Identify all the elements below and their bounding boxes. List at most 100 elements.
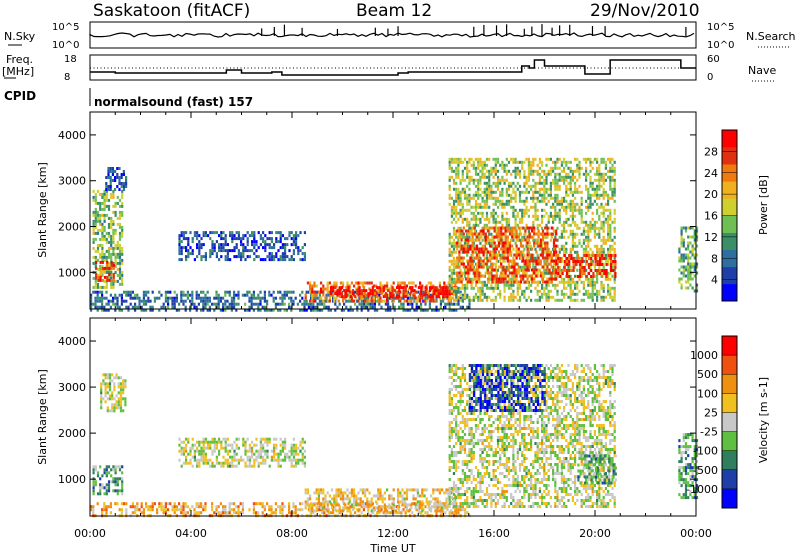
- data-cell: [452, 286, 456, 290]
- data-cell: [565, 175, 568, 179]
- data-cell: [215, 443, 218, 447]
- data-cell: [237, 255, 240, 259]
- data-cell: [522, 238, 525, 242]
- data-cell: [220, 443, 223, 447]
- data-cell: [105, 182, 108, 185]
- data-cell: [491, 277, 494, 281]
- data-cell: [567, 277, 570, 281]
- data-cell: [477, 295, 480, 299]
- data-cell: [598, 272, 602, 275]
- data-cell: [585, 235, 588, 239]
- data-cell: [609, 289, 612, 293]
- data-cell: [107, 225, 111, 229]
- data-cell: [395, 295, 399, 299]
- data-cell: [224, 449, 227, 453]
- data-cell: [560, 163, 563, 167]
- data-cell: [259, 449, 262, 453]
- data-cell: [379, 299, 382, 303]
- data-cell: [541, 169, 544, 173]
- data-cell: [569, 169, 572, 173]
- data-cell: [537, 229, 540, 233]
- data-cell: [110, 240, 113, 244]
- data-cell: [389, 292, 392, 296]
- data-cell: [105, 465, 108, 469]
- data-cell: [151, 308, 154, 312]
- data-cell: [534, 157, 537, 161]
- data-cell: [541, 277, 545, 281]
- data-cell: [101, 299, 104, 303]
- data-cell: [462, 250, 465, 254]
- data-cell: [145, 308, 148, 312]
- data-cell: [569, 214, 572, 218]
- data-cell: [290, 464, 293, 468]
- data-cell: [598, 247, 601, 251]
- data-cell: [479, 193, 482, 197]
- data-cell: [558, 298, 561, 302]
- data-cell: [346, 284, 349, 288]
- data-cell: [467, 277, 470, 281]
- data-cell: [467, 262, 470, 266]
- data-cell: [467, 274, 470, 278]
- data-cell: [523, 184, 526, 188]
- data-cell: [598, 181, 601, 185]
- data-cell: [524, 268, 527, 272]
- data-cell: [204, 296, 207, 300]
- data-cell: [497, 235, 501, 239]
- data-cell: [495, 232, 498, 236]
- data-cell: [609, 235, 612, 239]
- data-cell: [468, 295, 471, 299]
- data-cell: [191, 443, 194, 447]
- data-cell: [494, 163, 497, 167]
- data-cell: [101, 195, 104, 199]
- data-cell: [450, 160, 453, 164]
- data-cell: [513, 229, 516, 233]
- data-cell: [121, 204, 124, 208]
- data-cell: [554, 163, 557, 167]
- data-cell: [103, 492, 106, 496]
- data-cell: [507, 262, 511, 266]
- data-cell: [457, 302, 460, 306]
- data-cell: [106, 397, 109, 401]
- data-cell: [556, 226, 559, 230]
- data-cell: [326, 299, 329, 303]
- data-cell: [565, 229, 568, 233]
- data-cell: [178, 443, 181, 447]
- data-cell: [503, 178, 506, 182]
- data-cell: [494, 226, 497, 230]
- data-cell: [336, 305, 339, 309]
- freq-panel: Freq. [MHz] 18 8 60 0 Nave: [2, 53, 776, 83]
- data-cell: [257, 246, 260, 250]
- data-cell: [301, 302, 304, 306]
- data-cell: [613, 217, 616, 221]
- data-cell: [121, 471, 124, 475]
- data-cell: [211, 231, 214, 235]
- data-cell: [541, 286, 544, 290]
- data-cell: [574, 235, 577, 239]
- data-cell: [543, 187, 546, 191]
- data-cell: [496, 205, 500, 209]
- data-cell: [118, 237, 122, 241]
- data-cell: [320, 281, 323, 285]
- data-cell: [514, 157, 517, 161]
- data-cell: [102, 373, 105, 377]
- data-cell: [121, 279, 124, 283]
- data-cell: [482, 274, 485, 278]
- data-cell: [200, 308, 203, 312]
- data-cell: [295, 464, 298, 468]
- data-cell: [503, 289, 506, 293]
- data-cell: [202, 302, 205, 306]
- data-cell: [567, 166, 570, 170]
- data-cell: [552, 202, 555, 206]
- data-cell: [587, 241, 590, 245]
- data-cell: [513, 265, 516, 269]
- data-cell: [580, 202, 583, 206]
- data-cell: [578, 184, 581, 188]
- data-cell: [543, 208, 546, 212]
- data-cell: [488, 220, 491, 224]
- data-cell: [474, 157, 478, 161]
- data-cell: [424, 308, 427, 312]
- data-cell: [94, 231, 97, 235]
- data-cell: [552, 220, 555, 224]
- data-cell: [480, 274, 483, 278]
- data-cell: [112, 249, 115, 253]
